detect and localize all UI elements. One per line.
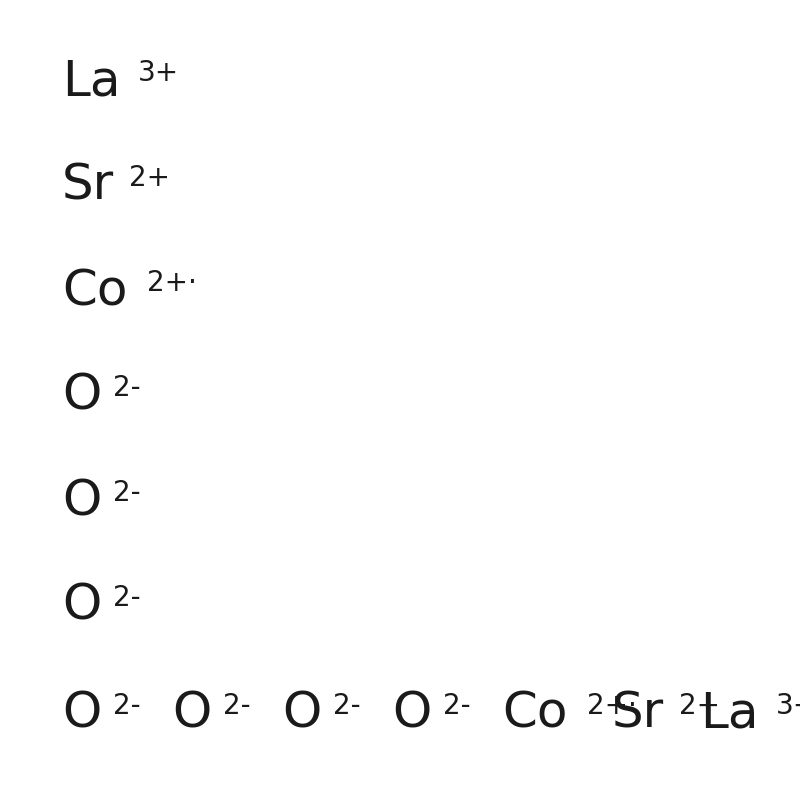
Text: 2-: 2-	[333, 692, 360, 720]
Text: 2+: 2+	[130, 164, 170, 192]
Text: 2-: 2-	[113, 479, 140, 507]
Text: 2-: 2-	[113, 374, 140, 402]
Text: 2+·: 2+·	[586, 692, 636, 720]
Text: 3+: 3+	[775, 692, 800, 720]
Text: 2-: 2-	[113, 692, 140, 720]
Text: 2+: 2+	[679, 692, 721, 720]
Text: Co: Co	[62, 267, 127, 315]
Text: La: La	[62, 57, 121, 105]
Text: O: O	[172, 690, 211, 738]
Text: Sr: Sr	[62, 162, 114, 210]
Text: Sr: Sr	[612, 690, 664, 738]
Text: O: O	[282, 690, 322, 738]
Text: 2-: 2-	[222, 692, 250, 720]
Text: O: O	[392, 690, 431, 738]
Text: 2+·: 2+·	[146, 269, 196, 297]
Text: 2-: 2-	[442, 692, 470, 720]
Text: 2-: 2-	[113, 584, 140, 612]
Text: O: O	[62, 372, 102, 420]
Text: La: La	[700, 690, 758, 738]
Text: Co: Co	[502, 690, 567, 738]
Text: O: O	[62, 477, 102, 525]
Text: 3+: 3+	[138, 59, 178, 87]
Text: O: O	[62, 690, 102, 738]
Text: O: O	[62, 582, 102, 630]
